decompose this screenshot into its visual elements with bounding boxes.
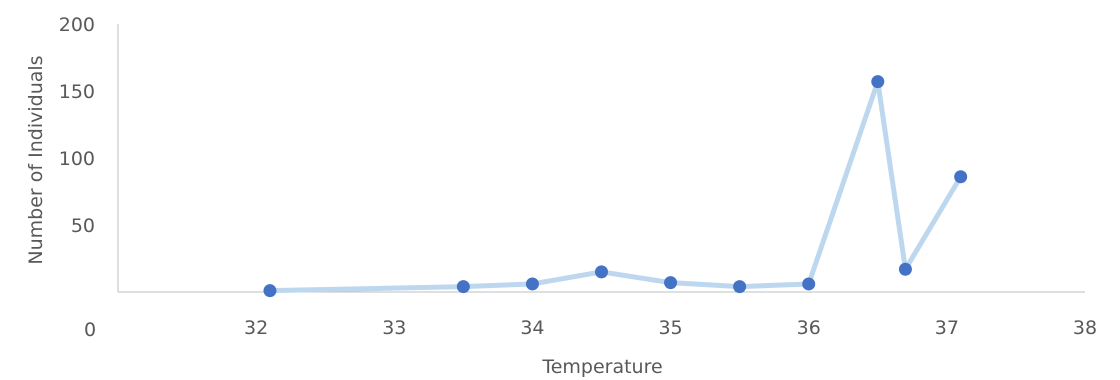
y-tick-labels: 0 50 100 150 200: [59, 14, 96, 341]
y-tick-label: 0: [84, 319, 96, 341]
data-point: [954, 170, 968, 184]
data-point: [871, 75, 885, 89]
x-tick-label: 36: [797, 317, 821, 339]
x-axis-title: Temperature: [541, 356, 662, 378]
x-tick-label: 32: [244, 317, 268, 339]
y-axis-title: Number of Individuals: [25, 55, 47, 264]
x-tick-label: 33: [382, 317, 406, 339]
data-point: [733, 280, 747, 294]
y-tick-label: 50: [71, 215, 95, 237]
data-point: [595, 265, 608, 279]
series-layer: [263, 75, 968, 298]
data-point: [456, 280, 470, 294]
axes: [117, 24, 1085, 293]
y-tick-label: 100: [59, 148, 95, 170]
data-point: [664, 276, 678, 290]
x-tick-label: 38: [1073, 317, 1097, 339]
x-tick-label: 35: [658, 317, 682, 339]
x-tick-label: 37: [935, 317, 959, 339]
y-tick-label: 200: [59, 14, 95, 36]
data-point: [263, 284, 277, 298]
data-point: [802, 277, 816, 291]
data-point: [525, 277, 539, 291]
series-line: [267, 79, 964, 294]
x-tick-labels: 32 33 34 35 36 37 38: [244, 317, 1097, 339]
y-tick-label: 150: [59, 81, 95, 103]
data-point: [898, 262, 912, 276]
x-tick-label: 34: [520, 317, 544, 339]
